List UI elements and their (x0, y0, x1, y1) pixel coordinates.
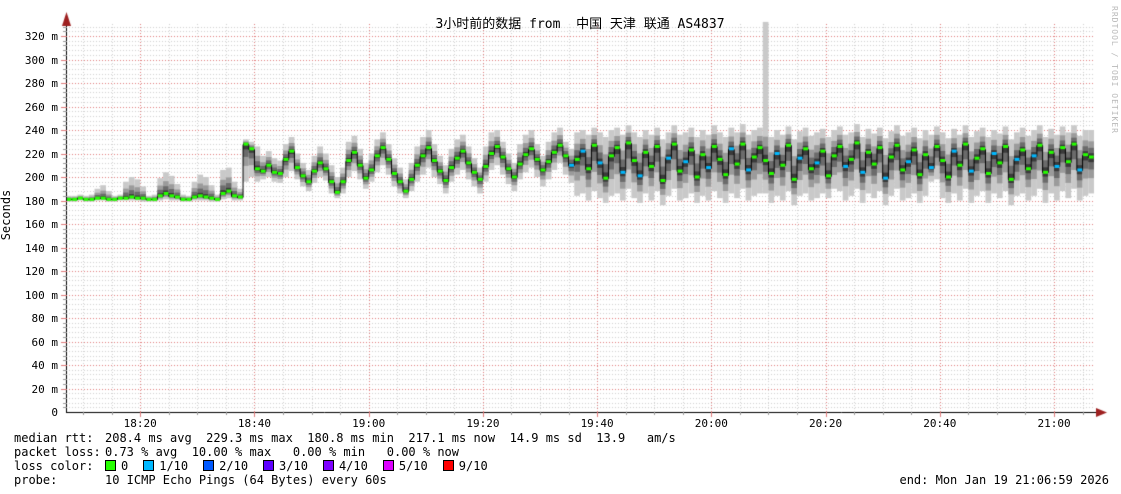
stats-row-label: packet loss: (14, 445, 101, 459)
y-tick-label: 120 m (24, 265, 58, 278)
loss-legend-label: 4/10 (338, 459, 368, 473)
x-tick-label: 19:00 (352, 417, 386, 430)
loss-legend-item: 5/10 (382, 459, 428, 473)
chart-title: 3小时前的数据 from 中国 天津 联通 AS4837 (435, 17, 725, 32)
y-tick-label: 0 (51, 406, 58, 419)
loss-legend-label: 0 (121, 459, 129, 473)
x-tick-label: 19:20 (466, 417, 500, 430)
y-tick-label: 240 m (24, 124, 58, 137)
stats-row: median rtt: 208.4 ms avg 229.3 ms max 180… (14, 431, 676, 445)
x-tick-label: 21:00 (1037, 417, 1071, 430)
y-tick-label: 320 m (24, 30, 58, 43)
y-tick-label: 300 m (24, 53, 58, 67)
y-tick-label: 260 m (24, 100, 58, 114)
y-tick-label: 60 m (31, 335, 59, 349)
stats-row-label: probe: (14, 473, 58, 487)
loss-legend-label: 5/10 (398, 459, 428, 473)
loss-legend-label: 2/10 (219, 459, 249, 473)
stats-block: median rtt: 208.4 ms avg 229.3 ms max 180… (14, 431, 676, 487)
x-tick-label: 18:20 (123, 417, 157, 430)
loss-color-swatch (322, 460, 334, 471)
x-tick-label: 20:20 (809, 417, 843, 430)
loss-legend-label: 3/10 (279, 459, 308, 473)
loss-legend-item: 0 (105, 459, 128, 473)
y-tick-label: 80 m (31, 312, 59, 325)
rrdtool-watermark: RRDTOOL / TOBI OETIKER (1110, 6, 1119, 134)
y-tick-label: 20 m (31, 382, 59, 396)
loss-legend-item: 1/10 (143, 459, 188, 473)
stats-row: packet loss: 0.73 % avg 10.00 % max 0.00 … (14, 445, 676, 459)
y-tick-label: 100 m (24, 288, 58, 302)
stats-row-label: loss color: (14, 459, 94, 473)
y-tick-label: 140 m (24, 241, 58, 255)
x-tick-label: 18:40 (237, 417, 272, 430)
y-tick-label: 280 m (24, 77, 58, 90)
loss-color-swatch (143, 460, 155, 471)
loss-legend-item: 4/10 (322, 459, 368, 473)
x-tick-label: 20:00 (694, 417, 728, 430)
stats-row-label: median rtt: (14, 431, 94, 445)
x-tick-label: 20:40 (923, 417, 957, 430)
stats-row-value: 208.4 ms avg 229.3 ms max 180.8 ms min 2… (105, 431, 676, 445)
y-tick-label: 220 m (24, 147, 58, 161)
loss-color-swatch (203, 460, 215, 471)
y-tick-label: 180 m (24, 194, 58, 208)
x-tick-label: 19:40 (580, 417, 614, 430)
loss-color-swatch (105, 460, 116, 471)
loss-color-swatch (442, 460, 454, 471)
stats-row-value: 10 ICMP Echo Pings (64 Bytes) every 60s (105, 473, 387, 487)
loss-legend-item: 3/10 (263, 459, 308, 473)
stats-row: probe: 10 ICMP Echo Pings (64 Bytes) ever… (14, 473, 676, 487)
y-tick-label: 40 m (31, 359, 59, 372)
loss-legend-label: 9/10 (458, 459, 488, 473)
loss-color-swatch (263, 460, 275, 471)
end-timestamp: end: Mon Jan 19 21:06:59 2026 (899, 473, 1109, 487)
loss-color-swatch (382, 460, 394, 471)
loss-legend-item: 2/10 (203, 459, 248, 473)
loss-legend-item: 9/10 (442, 459, 488, 473)
stats-row: loss color: 0 1/10 2/10 3/10 4/10 5/10 9/10 (14, 459, 676, 473)
y-tick-label: 160 m (24, 218, 58, 231)
loss-legend-label: 1/10 (159, 459, 189, 473)
stats-row-value: 0.73 % avg 10.00 % max 0.00 % min 0.00 %… (105, 445, 460, 459)
y-tick-label: 200 m (24, 171, 58, 184)
